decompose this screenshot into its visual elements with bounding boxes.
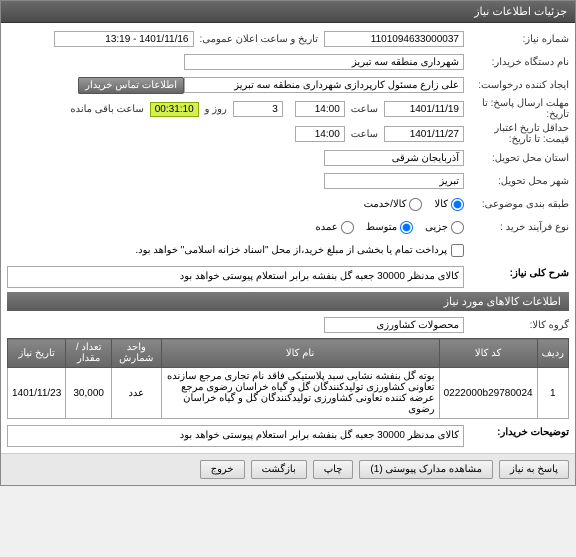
countdown-timer: 00:31:10	[150, 102, 199, 117]
items-section-title: اطلاعات کالاهای مورد نیاز	[7, 292, 569, 311]
process-radio-group: جزیی متوسط عمده	[316, 221, 465, 234]
announce-field: 1401/11/16 - 13:19	[54, 31, 194, 47]
class-khadamat-radio[interactable]	[409, 198, 422, 211]
respond-button[interactable]: پاسخ به نیاز	[499, 460, 569, 479]
deadline-time-field: 14:00	[295, 101, 345, 117]
days-left-field: 3	[233, 101, 283, 117]
process-motevaset-radio[interactable]	[400, 221, 413, 234]
summary-label: شرح کلی نیاز:	[464, 264, 569, 288]
requester-field: علی زارع مسئول کارپردازی شهرداری منطقه س…	[184, 77, 464, 93]
col-unit: واحد شمارش	[112, 339, 162, 368]
province-field: آذربایجان شرقی	[324, 150, 464, 166]
back-button[interactable]: بازگشت	[251, 460, 307, 479]
class-kala-option[interactable]: کالا	[434, 198, 464, 211]
window-title: جزئیات اطلاعات نیاز	[474, 6, 567, 18]
col-code: کد کالا	[439, 339, 537, 368]
cell-qty: 30,000	[66, 368, 112, 419]
city-label: شهر محل تحویل:	[464, 176, 569, 187]
deadline-date-field: 1401/11/19	[384, 101, 464, 117]
group-label: گروه کالا:	[464, 320, 569, 331]
class-khadamat-option[interactable]: کالا/خدمت	[364, 198, 423, 211]
process-omde-radio[interactable]	[341, 221, 354, 234]
validity-time-field: 14:00	[295, 126, 345, 142]
cell-code: 0222000b29780024	[439, 368, 537, 419]
validity-label: حداقل تاریخ اعتبار قیمت: تا تاریخ:	[464, 123, 569, 145]
remain-label: ساعت باقی مانده	[64, 104, 149, 115]
cell-name: بوته گل بنفشه نشایی سبد پلاستیکی فاقد نا…	[161, 368, 439, 419]
cell-idx: 1	[537, 368, 568, 419]
cell-date: 1401/11/23	[8, 368, 66, 419]
city-field: تبریز	[324, 173, 464, 189]
buyer-desc-text: کالای مدنظر 30000 جعبه گل بنفشه برابر اس…	[7, 425, 464, 447]
niaz-number-field: 1101094633000037	[324, 31, 464, 47]
day-label: روز و	[199, 104, 233, 115]
class-label: طبقه بندی موضوعی:	[464, 199, 569, 210]
validity-date-field: 1401/11/27	[384, 126, 464, 142]
process-jozei-radio[interactable]	[451, 221, 464, 234]
time-label-1: ساعت	[345, 104, 384, 115]
niaz-number-label: شماره نیاز:	[464, 34, 569, 45]
buyer-org-field: شهرداری منطقه سه تبریز	[184, 54, 464, 70]
province-label: استان محل تحویل:	[464, 153, 569, 164]
class-kala-radio[interactable]	[451, 198, 464, 211]
form-content: شماره نیاز: 1101094633000037 تاریخ و ساع…	[1, 23, 575, 453]
items-table: ردیف کد کالا نام کالا واحد شمارش تعداد /…	[7, 338, 569, 419]
col-row: ردیف	[537, 339, 568, 368]
attachments-button[interactable]: مشاهده مدارک پیوستی (1)	[359, 460, 493, 479]
deadline-label: مهلت ارسال پاسخ: تا تاریخ:	[464, 98, 569, 120]
col-name: نام کالا	[161, 339, 439, 368]
buyer-org-label: نام دستگاه خریدار:	[464, 57, 569, 68]
requirement-details-window: جزئیات اطلاعات نیاز شماره نیاز: 11010946…	[0, 0, 576, 486]
announce-label: تاریخ و ساعت اعلان عمومی:	[194, 34, 325, 45]
payment-checkbox[interactable]	[451, 244, 464, 257]
footer-buttons: پاسخ به نیاز مشاهده مدارک پیوستی (1) چاپ…	[1, 453, 575, 485]
col-qty: تعداد / مقدار	[66, 339, 112, 368]
payment-note: پرداخت تمام یا بخشی از مبلغ خرید،از محل …	[135, 244, 464, 257]
table-row: 1 0222000b29780024 بوته گل بنفشه نشایی س…	[8, 368, 569, 419]
print-button[interactable]: چاپ	[313, 460, 354, 479]
col-date: تاریخ نیاز	[8, 339, 66, 368]
cell-unit: عدد	[112, 368, 162, 419]
process-label: نوع فرآیند خرید :	[464, 222, 569, 233]
buyer-desc-label: توضیحات خریدار:	[464, 423, 569, 447]
requester-label: ایجاد کننده درخواست:	[464, 80, 569, 91]
window-title-bar: جزئیات اطلاعات نیاز	[1, 1, 575, 23]
process-motevaset-option[interactable]: متوسط	[366, 221, 413, 234]
process-omde-option[interactable]: عمده	[316, 221, 354, 234]
exit-button[interactable]: خروج	[200, 460, 245, 479]
table-header-row: ردیف کد کالا نام کالا واحد شمارش تعداد /…	[8, 339, 569, 368]
group-field: محصولات کشاورزی	[324, 317, 464, 333]
process-jozei-option[interactable]: جزیی	[425, 221, 464, 234]
classification-radio-group: کالا کالا/خدمت	[364, 198, 464, 211]
summary-text: کالای مدنظر 30000 جعبه گل بنفشه برابر اس…	[7, 266, 464, 288]
contact-info-button[interactable]: اطلاعات تماس خریدار	[78, 77, 184, 94]
time-label-2: ساعت	[345, 129, 384, 140]
